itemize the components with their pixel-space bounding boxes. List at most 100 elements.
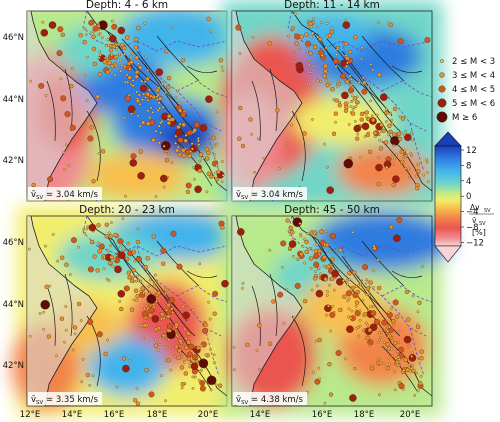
earthquake-marker xyxy=(367,327,373,333)
earthquake-marker xyxy=(104,56,107,60)
earthquake-marker xyxy=(391,162,395,166)
earthquake-marker xyxy=(311,31,315,35)
earthquake-marker xyxy=(162,144,166,148)
earthquake-marker xyxy=(385,342,390,347)
earthquake-marker xyxy=(320,21,323,24)
earthquake-marker xyxy=(91,179,96,184)
earthquake-marker xyxy=(415,371,418,375)
earthquake-marker xyxy=(360,57,363,61)
colorbar-label-delta: Δv xyxy=(470,203,480,212)
earthquake-marker xyxy=(299,234,303,238)
earthquake-marker xyxy=(335,350,342,356)
earthquake-marker xyxy=(156,109,160,112)
earthquake-marker xyxy=(111,19,114,23)
earthquake-marker xyxy=(301,245,305,248)
earthquake-marker xyxy=(82,228,86,231)
earthquake-marker xyxy=(84,121,88,125)
earthquake-marker xyxy=(422,173,425,177)
earthquake-marker xyxy=(205,95,213,103)
earthquake-marker xyxy=(387,133,390,137)
earthquake-marker xyxy=(387,21,391,25)
earthquake-marker xyxy=(312,276,318,281)
earthquake-marker xyxy=(65,143,68,147)
earthquake-marker xyxy=(372,269,376,272)
earthquake-marker xyxy=(218,58,224,63)
magnitude-legend-marker-2 xyxy=(439,72,445,78)
earthquake-marker xyxy=(333,288,336,292)
panel-2-vref-label: v̄SV = 3.04 km/s xyxy=(236,190,304,201)
earthquake-marker xyxy=(28,247,31,251)
earthquake-marker xyxy=(198,152,204,157)
earthquake-marker xyxy=(402,369,406,372)
earthquake-marker xyxy=(51,233,55,236)
earthquake-marker xyxy=(177,101,181,105)
earthquake-marker xyxy=(371,286,375,289)
earthquake-marker xyxy=(262,156,266,160)
earthquake-marker xyxy=(130,51,134,55)
earthquake-marker xyxy=(122,364,130,373)
earthquake-marker xyxy=(204,147,210,152)
earthquake-marker xyxy=(368,294,372,297)
earthquake-marker xyxy=(131,84,135,88)
fault-line-9 xyxy=(391,270,423,278)
earthquake-marker xyxy=(182,311,190,320)
earthquake-marker xyxy=(119,245,123,249)
magnitude-legend: 2 ≤ M < 3 3 ≤ M < 4 4 ≤ M < 5 5 ≤ M < 6 M ≥ … xyxy=(436,57,495,123)
earthquake-marker xyxy=(379,361,383,365)
earthquake-marker xyxy=(267,341,273,346)
earthquake-marker xyxy=(389,224,394,230)
earthquake-marker xyxy=(391,319,396,324)
earthquake-marker xyxy=(293,12,297,16)
earthquake-marker xyxy=(371,364,375,368)
colorbar-tick-4: 0 xyxy=(466,192,471,202)
earthquake-marker xyxy=(390,122,394,125)
earthquake-marker xyxy=(89,125,94,130)
earthquake-marker xyxy=(60,95,67,102)
earthquake-marker xyxy=(138,149,143,154)
earthquake-marker xyxy=(47,176,54,183)
earthquake-marker xyxy=(160,120,164,123)
earthquake-marker xyxy=(215,142,218,146)
earthquake-marker xyxy=(359,117,364,122)
earthquake-marker xyxy=(323,243,327,246)
earthquake-marker xyxy=(410,154,413,158)
earthquake-marker xyxy=(166,314,171,319)
earthquake-marker xyxy=(238,105,243,111)
earthquake-marker xyxy=(425,160,429,164)
earthquake-marker xyxy=(404,166,408,170)
earthquake-marker xyxy=(391,182,396,188)
earthquake-marker xyxy=(129,278,135,284)
earthquake-marker xyxy=(185,189,191,195)
earthquake-marker xyxy=(106,338,109,342)
earthquake-marker xyxy=(343,41,349,47)
earthquake-marker xyxy=(156,325,162,331)
earthquake-marker xyxy=(369,99,372,103)
earthquake-marker xyxy=(358,324,362,328)
earthquake-marker xyxy=(393,388,397,392)
earthquake-marker xyxy=(335,53,338,57)
earthquake-marker xyxy=(294,115,298,118)
earthquake-marker xyxy=(354,300,360,305)
earthquake-marker xyxy=(160,374,163,377)
earthquake-marker xyxy=(196,345,201,350)
earthquake-marker xyxy=(160,317,164,321)
earthquake-marker xyxy=(162,317,166,320)
earthquake-marker xyxy=(148,116,151,120)
earthquake-marker xyxy=(149,106,153,110)
earthquake-marker xyxy=(203,322,208,328)
earthquake-marker xyxy=(153,343,159,348)
earthquake-marker xyxy=(217,383,223,388)
earthquake-marker xyxy=(160,247,167,254)
earthquake-marker xyxy=(177,152,183,157)
earthquake-marker xyxy=(157,141,161,145)
earthquake-marker xyxy=(206,171,211,176)
earthquake-marker xyxy=(397,330,401,334)
earthquake-marker xyxy=(308,51,313,56)
colorbar-label-sub1: SV xyxy=(484,208,491,214)
earthquake-marker xyxy=(349,316,353,320)
earthquake-marker xyxy=(102,255,106,259)
earthquake-marker xyxy=(399,149,404,154)
earthquake-marker xyxy=(362,329,365,332)
earthquake-marker xyxy=(183,371,188,376)
